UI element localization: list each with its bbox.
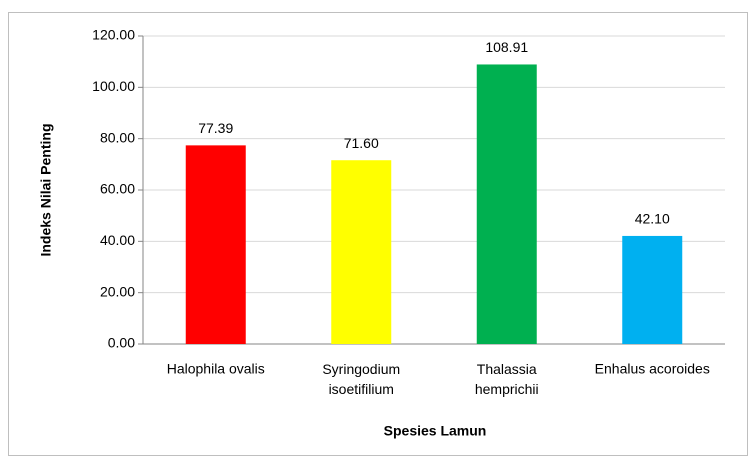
x-tick-label: Syringodium isoetifilium	[322, 361, 400, 397]
y-tick-label: 0.00	[108, 335, 135, 351]
y-tick-label: 20.00	[100, 283, 135, 299]
y-tick-label: 100.00	[92, 78, 135, 94]
y-tick-label: 40.00	[100, 232, 135, 248]
y-tick-label: 120.00	[92, 27, 135, 43]
bar	[331, 160, 392, 344]
value-label: 108.91	[485, 39, 528, 55]
y-tick-label: 80.00	[100, 129, 135, 145]
value-label: 42.10	[635, 211, 670, 227]
x-axis-title: Spesies Lamun	[384, 423, 487, 439]
y-axis-title: Indeks Nilai Penting	[38, 123, 54, 256]
bar	[476, 64, 537, 345]
x-tick-label: Halophila ovalis	[167, 361, 265, 377]
bar	[185, 145, 246, 344]
x-tick-label: Thalassia hemprichii	[475, 361, 539, 397]
value-label: 77.39	[198, 120, 233, 136]
value-label: 71.60	[344, 135, 379, 151]
bar	[622, 235, 683, 344]
x-tick-label: Enhalus acoroides	[595, 361, 710, 377]
y-tick-label: 60.00	[100, 181, 135, 197]
